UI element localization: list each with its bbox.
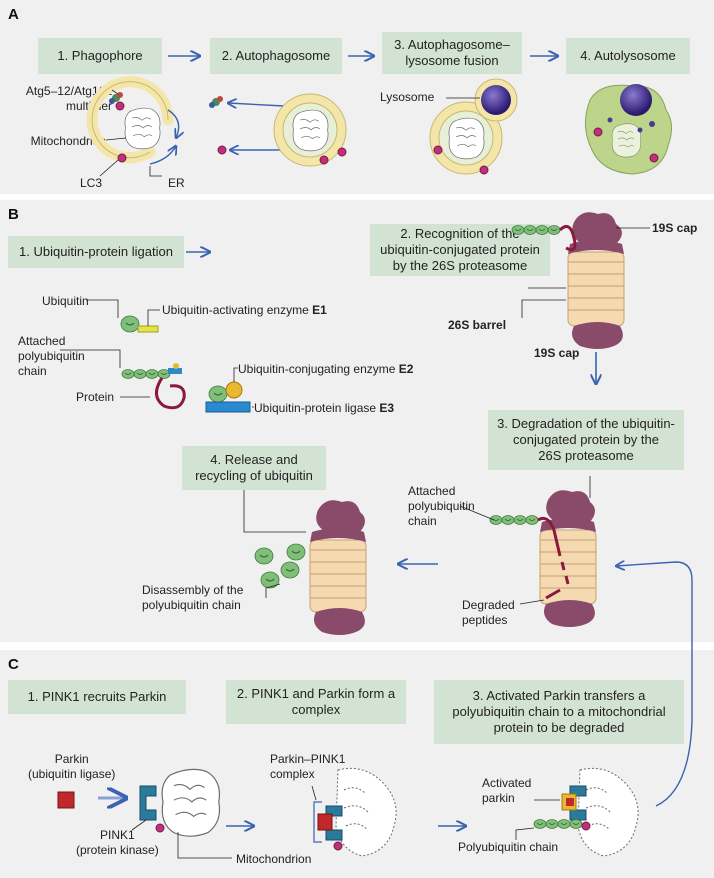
step-a4: 4. Autolysosome: [566, 38, 690, 74]
proteasome-b4: [243, 490, 367, 635]
fusion: [429, 78, 518, 175]
step-b3: 3. Degradation of the ubiquitin- conjuga…: [488, 410, 684, 470]
e2-e3: [205, 367, 254, 413]
label-e3-code: E3: [379, 401, 395, 415]
label-e1-text: Ubiquitin-activating enzyme: [162, 303, 313, 317]
activated-c3: [515, 767, 639, 857]
label-disassembly: Disassembly of the polyubiquitin chain: [142, 583, 244, 612]
label-barrel: 26S barrel: [448, 318, 507, 332]
label-mitochondrion-a: Mitochondrion: [30, 134, 106, 148]
label-lysosome: Lysosome: [380, 90, 435, 104]
panel-b-letter: B: [8, 206, 19, 223]
arrow-c3-b3: [616, 562, 693, 807]
label-chain: Attached polyubiquitin chain: [18, 334, 85, 378]
proteasome-b2: [511, 212, 650, 349]
step-a2: 2. Autophagosome: [210, 38, 342, 74]
label-lc3: LC3: [80, 176, 103, 190]
label-ubiquitin: Ubiquitin: [42, 294, 89, 308]
label-e3: Ubiquitin-protein ligase E3: [254, 401, 394, 416]
label-e3-text: Ubiquitin-protein ligase: [254, 401, 380, 415]
label-mitochondrion-c: Mitochondrion: [236, 852, 312, 866]
label-protein: Protein: [76, 390, 115, 404]
step-c1: 1. PINK1 recruits Parkin: [8, 680, 186, 714]
label-cap-top: 19S cap: [652, 221, 698, 235]
proteasome-b3: [459, 476, 597, 627]
label-parkin: Parkin (ubiquitin ligase): [28, 752, 116, 781]
autophagosome: [209, 93, 347, 167]
label-e1: Ubiquitin-activating enzyme E1: [162, 303, 327, 318]
label-e2: Ubiquitin-conjugating enzyme E2: [238, 362, 413, 377]
label-pink1: PINK1 (protein kinase): [76, 828, 159, 857]
label-chain2: Attached polyubiquitin chain: [408, 484, 475, 528]
step-b1: 1. Ubiquitin-protein ligation: [8, 236, 184, 268]
label-e1-code: E1: [312, 303, 327, 317]
ubiquitin-e1: [86, 299, 160, 333]
step-b2: 2. Recognition of the ubiquitin-conjugat…: [370, 224, 550, 276]
label-activated: Activated parkin: [482, 776, 532, 805]
step-a1: 1. Phagophore: [38, 38, 162, 74]
label-cap-bottom: 19S cap: [534, 346, 580, 360]
step-c3: 3. Activated Parkin transfers a polyubiq…: [434, 680, 684, 744]
label-er: ER: [168, 176, 185, 190]
panel-c-letter: C: [8, 656, 19, 673]
complex-c2: [311, 767, 397, 857]
step-a3: 3. Autophagosome– lysosome fusion: [382, 32, 522, 74]
phagophore: [86, 76, 179, 177]
parkin-pink1-c1: [57, 768, 232, 859]
label-complex: Parkin–PINK1 complex: [270, 752, 346, 781]
autolysosome: [585, 84, 672, 175]
polyubiquitin-protein: [60, 349, 186, 410]
label-peptides: Degraded peptides: [462, 598, 515, 627]
label-e2-code: E2: [398, 362, 414, 376]
label-polyub: Polyubiquitin chain: [458, 840, 559, 854]
step-b4: 4. Release and recycling of ubiquitin: [182, 446, 326, 490]
panel-a-letter: A: [8, 6, 19, 23]
label-e2-text: Ubiquitin-conjugating enzyme: [238, 362, 399, 376]
step-c2: 2. PINK1 and Parkin form a complex: [226, 680, 406, 724]
